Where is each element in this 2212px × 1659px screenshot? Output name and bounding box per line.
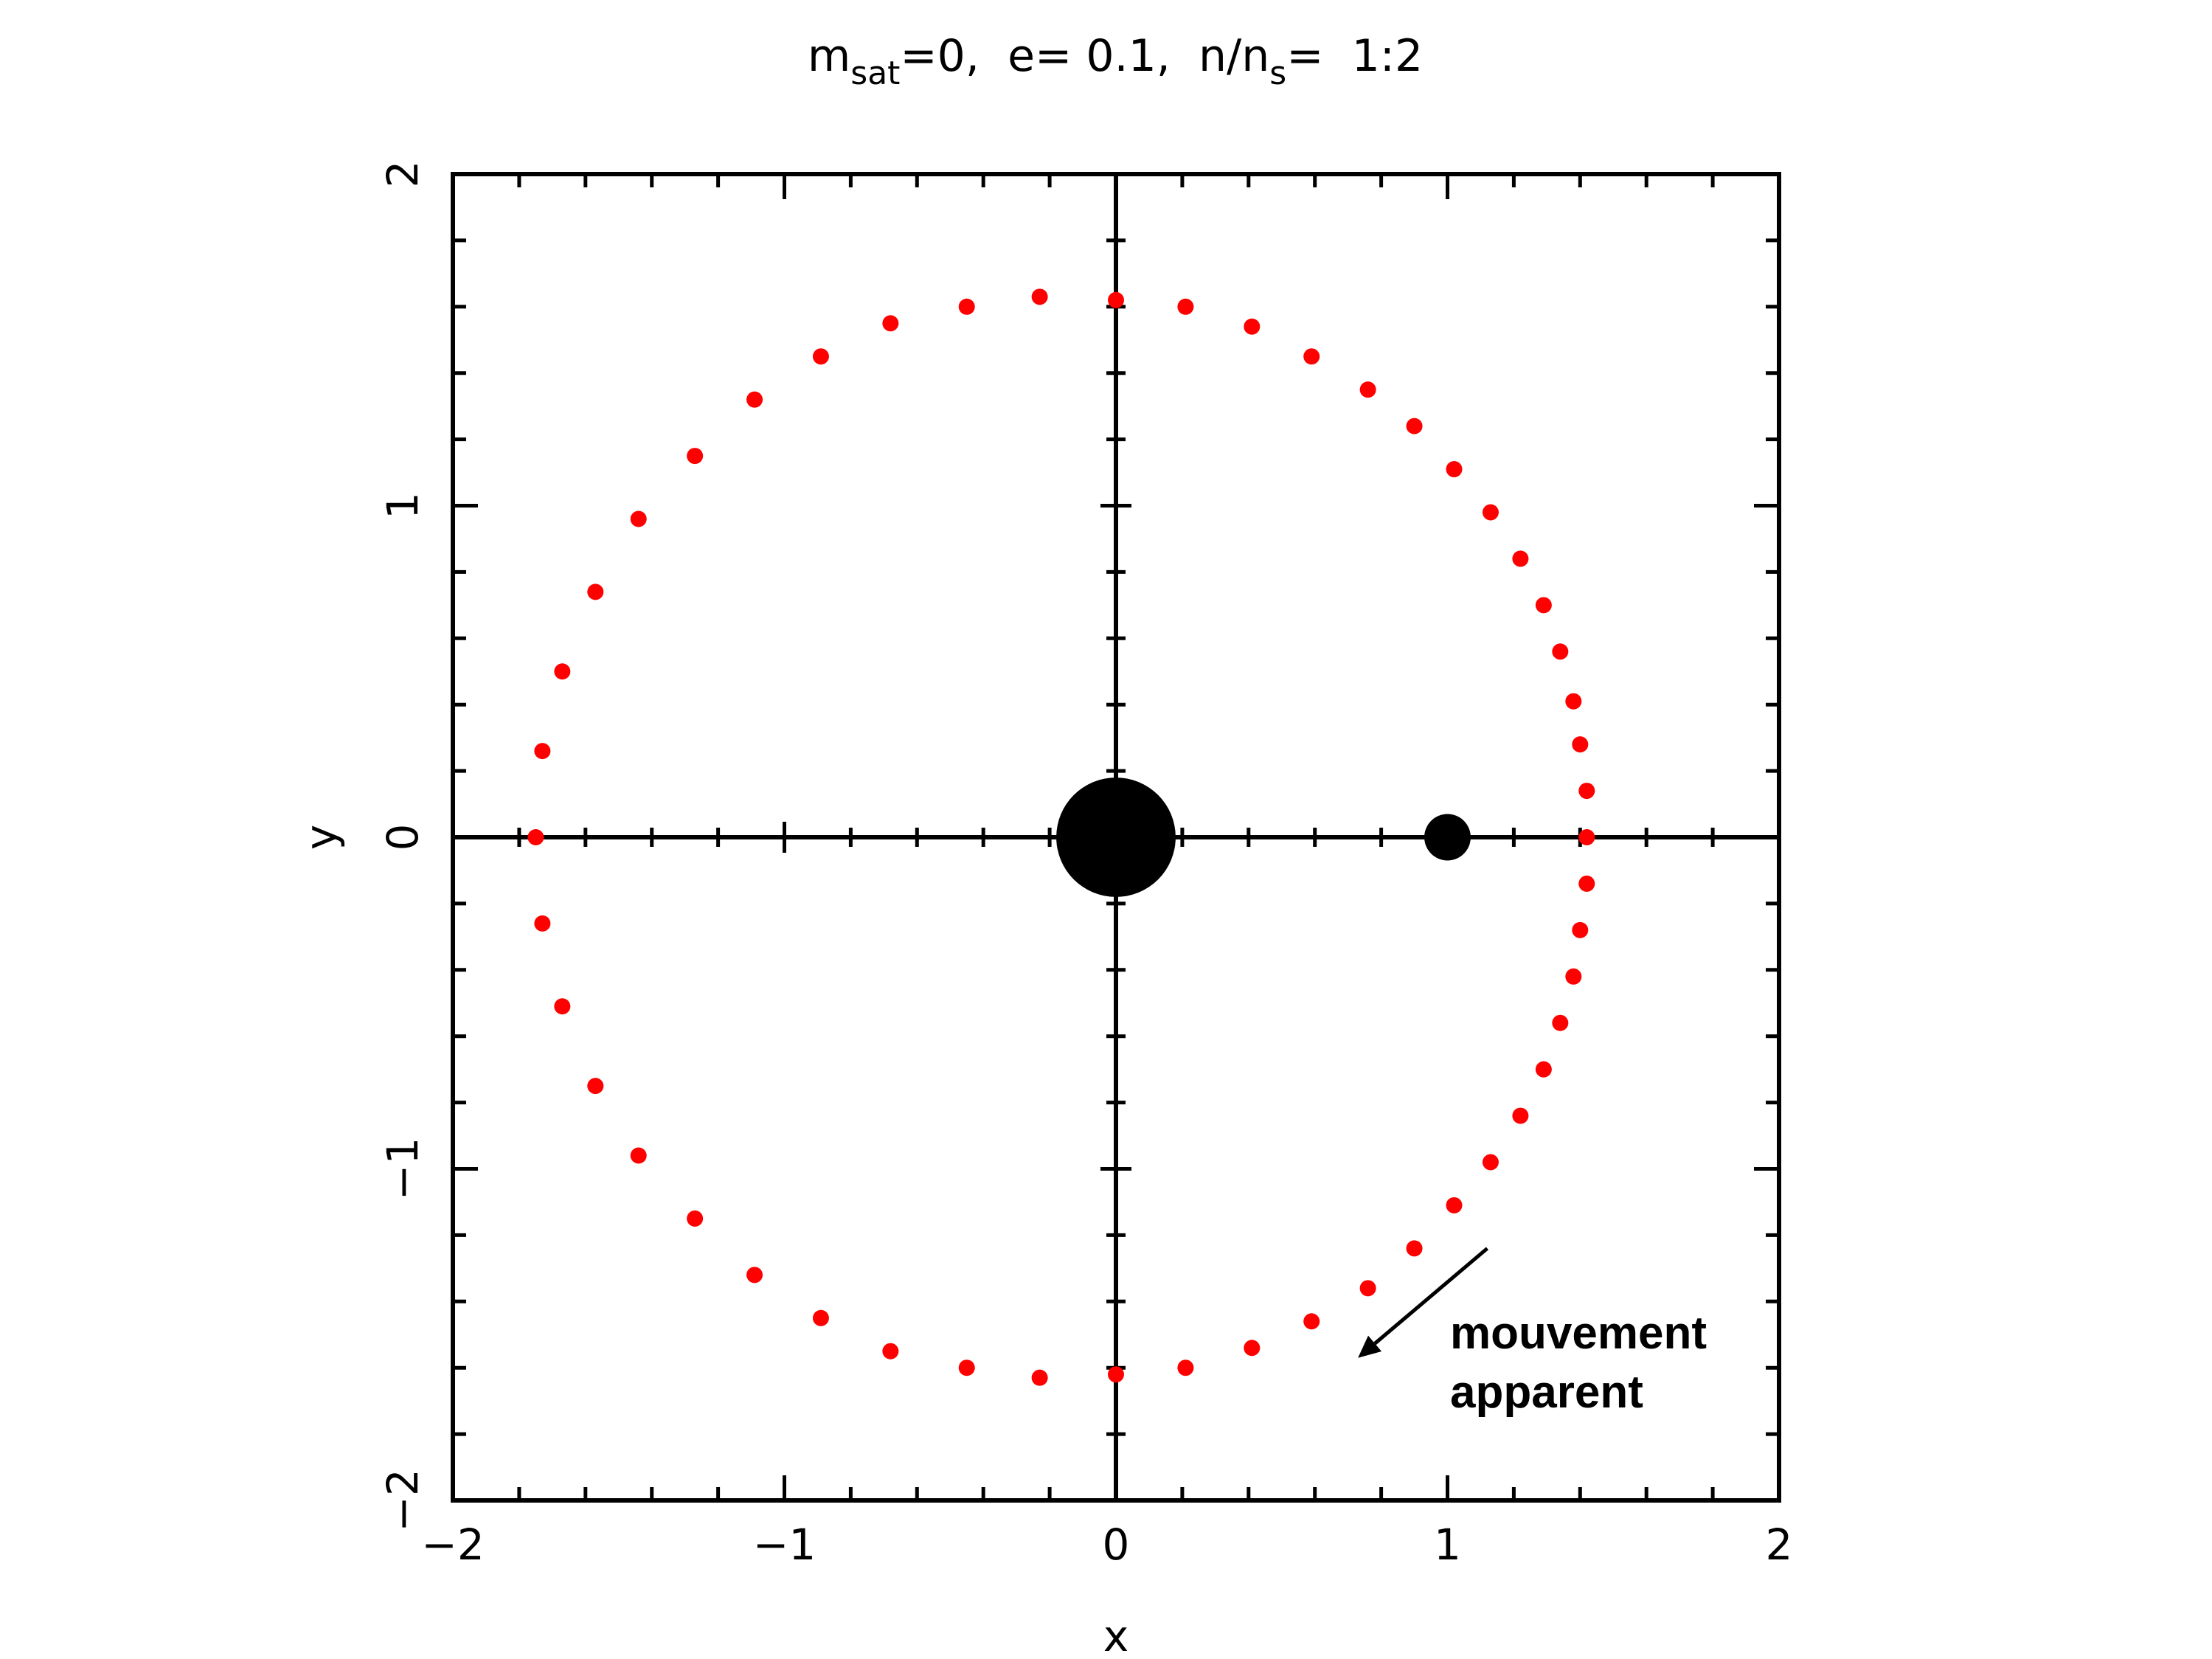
orbit-point xyxy=(1578,829,1595,845)
orbit-point xyxy=(1552,1014,1569,1031)
orbit-point xyxy=(1482,1154,1499,1171)
orbit-point xyxy=(630,510,647,527)
annotation-line-1: mouvement xyxy=(1450,1308,1707,1359)
tick-marks xyxy=(451,172,1781,1503)
orbit-points xyxy=(527,288,1595,1386)
orbit-point xyxy=(1512,550,1529,567)
orbit-point xyxy=(587,1078,604,1095)
orbit-point xyxy=(812,348,829,365)
y-tick-label: 0 xyxy=(378,824,428,851)
orbit-point xyxy=(1572,921,1589,938)
x-tick-label: 1 xyxy=(1434,1520,1461,1570)
orbit-point xyxy=(1359,381,1376,398)
orbit-point xyxy=(1177,1360,1194,1376)
x-tick-label: 2 xyxy=(1766,1520,1793,1570)
orbit-point xyxy=(1303,348,1320,365)
orbit-point xyxy=(587,583,604,600)
orbit-point xyxy=(1031,288,1048,305)
orbit-point xyxy=(1535,597,1552,614)
orbit-point xyxy=(746,391,763,408)
title-middle: =0, e= 0.1, n/n xyxy=(900,30,1269,82)
orbit-point xyxy=(527,829,544,845)
orbit-point xyxy=(882,1343,899,1360)
orbit-point xyxy=(534,915,551,932)
orbit-point xyxy=(1108,1366,1124,1383)
orbit-point xyxy=(1552,643,1569,660)
orbit-point xyxy=(958,298,975,315)
motion-annotation: mouvement apparent xyxy=(1358,1247,1707,1418)
orbit-point xyxy=(1244,1340,1261,1357)
orbit-point xyxy=(1359,1280,1376,1297)
orbit-point xyxy=(1177,298,1194,315)
orbit-point xyxy=(1108,291,1124,308)
orbit-point xyxy=(812,1309,829,1326)
title-n-subscript: s xyxy=(1269,55,1286,92)
x-axis-label: x xyxy=(1103,1611,1128,1659)
orbit-point xyxy=(1406,1240,1423,1257)
orbit-point xyxy=(1303,1313,1320,1330)
y-tick-label: 1 xyxy=(378,492,428,519)
central-body xyxy=(1056,777,1176,897)
orbit-point xyxy=(554,663,571,680)
title-m-subscript: sat xyxy=(850,55,900,92)
orbit-point xyxy=(687,448,704,465)
orbit-point xyxy=(687,1210,704,1227)
orbit-point xyxy=(1482,504,1499,521)
orbit-point xyxy=(746,1267,763,1284)
y-tick-label: −1 xyxy=(378,1137,428,1201)
orbit-point xyxy=(1446,1196,1463,1213)
x-tick-label: −1 xyxy=(753,1520,817,1570)
bodies xyxy=(1056,777,1471,897)
tick-labels: −2 −1 0 1 2 −2 −1 0 1 2 xyxy=(378,161,1792,1570)
orbit-point xyxy=(1446,461,1463,478)
title-ratio: = 1:2 xyxy=(1286,30,1423,82)
orbit-point xyxy=(1406,418,1423,434)
orbit-point xyxy=(958,1360,975,1376)
orbit-point xyxy=(1565,693,1582,710)
annotation-arrow-shaft xyxy=(1373,1247,1489,1345)
y-tick-label: 2 xyxy=(378,161,428,188)
annotation-arrow-head xyxy=(1358,1335,1382,1358)
satellite xyxy=(1424,814,1471,861)
orbit-point xyxy=(1578,875,1595,892)
orbit-point xyxy=(1244,318,1261,335)
orbit-point xyxy=(1535,1061,1552,1078)
x-tick-label: 0 xyxy=(1103,1520,1130,1570)
y-tick-label: −2 xyxy=(378,1469,428,1532)
orbit-point xyxy=(630,1147,647,1164)
orbit-point xyxy=(882,315,899,332)
orbit-point xyxy=(1512,1107,1529,1124)
orbit-point xyxy=(1565,968,1582,985)
orbit-point xyxy=(1578,783,1595,800)
title-m: m xyxy=(808,30,850,82)
y-axis-label: y xyxy=(296,825,346,850)
chart-title: msat=0, e= 0.1, n/ns= 1:2 xyxy=(808,30,1423,92)
orbit-point xyxy=(1031,1369,1048,1386)
orbit-point xyxy=(1572,736,1589,753)
annotation-line-2: apparent xyxy=(1450,1367,1643,1418)
orbit-point xyxy=(534,743,551,760)
orbit-point xyxy=(554,998,571,1015)
x-tick-label: −2 xyxy=(421,1520,485,1570)
